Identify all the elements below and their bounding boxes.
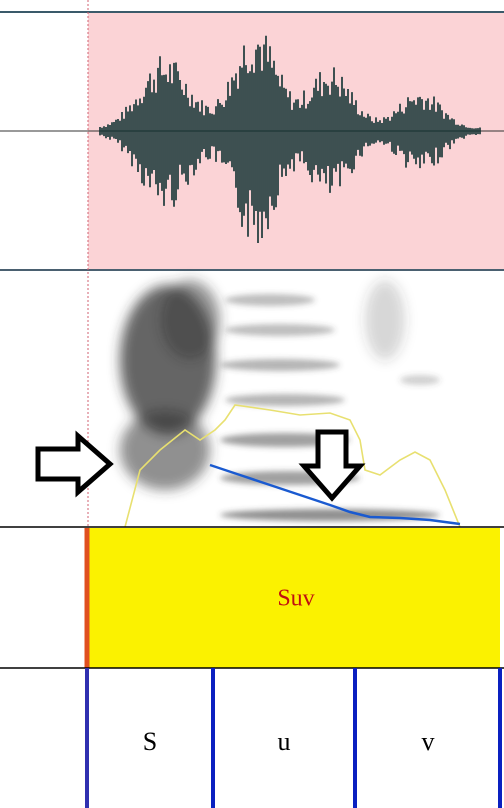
phone-label: u — [278, 727, 291, 756]
phone-label: S — [143, 727, 157, 756]
arrow-down — [298, 429, 366, 502]
word-label: Suv — [277, 586, 314, 612]
spectrogram — [120, 280, 440, 521]
word-interval — [88, 528, 500, 668]
arrow-right — [35, 430, 114, 498]
intensity-curve — [124, 404, 461, 528]
waveform — [99, 35, 481, 243]
pitch-curve — [209, 463, 461, 526]
phone-label: v — [422, 727, 435, 756]
